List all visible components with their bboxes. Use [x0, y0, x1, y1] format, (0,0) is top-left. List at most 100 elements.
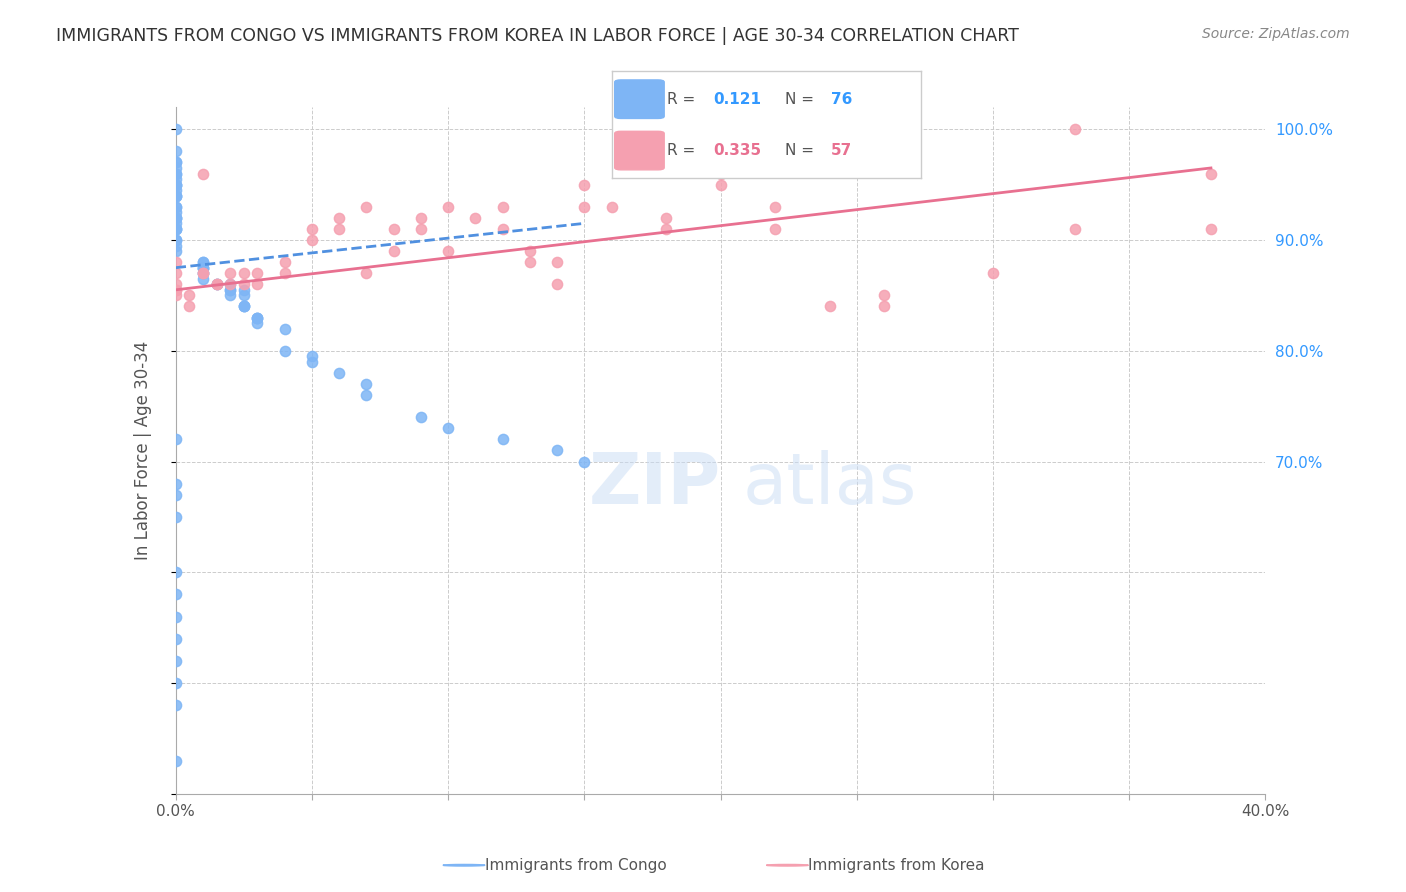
- Point: [232, 300, 254, 314]
- Point: [492, 433, 515, 447]
- Text: IMMIGRANTS FROM CONGO VS IMMIGRANTS FROM KOREA IN LABOR FORCE | AGE 30-34 CORREL: IMMIGRANTS FROM CONGO VS IMMIGRANTS FROM…: [56, 27, 1019, 45]
- Point: [165, 183, 187, 197]
- Point: [165, 566, 187, 580]
- Point: [710, 178, 733, 192]
- Point: [574, 178, 596, 192]
- Point: [219, 277, 242, 292]
- Point: [205, 277, 228, 292]
- Point: [274, 266, 297, 280]
- Point: [165, 222, 187, 236]
- Point: [165, 178, 187, 192]
- Point: [232, 283, 254, 297]
- Point: [219, 277, 242, 292]
- Point: [191, 260, 214, 275]
- Point: [165, 188, 187, 202]
- Point: [274, 255, 297, 269]
- Point: [519, 244, 541, 258]
- Point: [191, 266, 214, 280]
- Point: [356, 200, 378, 214]
- Point: [191, 266, 214, 280]
- Point: [219, 283, 242, 297]
- Point: [191, 167, 214, 181]
- Point: [165, 233, 187, 247]
- Circle shape: [766, 864, 808, 866]
- Text: R =: R =: [668, 92, 700, 107]
- Point: [356, 266, 378, 280]
- Point: [165, 211, 187, 225]
- Point: [165, 178, 187, 192]
- Text: ZIP: ZIP: [588, 450, 721, 519]
- Point: [205, 277, 228, 292]
- Point: [328, 366, 350, 380]
- Text: 0.121: 0.121: [714, 92, 762, 107]
- Text: 76: 76: [831, 92, 852, 107]
- Point: [165, 754, 187, 768]
- Point: [574, 454, 596, 468]
- Point: [981, 266, 1004, 280]
- Point: [1063, 222, 1085, 236]
- Text: 0.335: 0.335: [714, 143, 762, 158]
- Point: [328, 222, 350, 236]
- Point: [492, 200, 515, 214]
- Point: [437, 200, 460, 214]
- Point: [205, 277, 228, 292]
- Point: [246, 310, 269, 325]
- Point: [219, 283, 242, 297]
- Point: [232, 288, 254, 302]
- Point: [763, 200, 786, 214]
- Point: [165, 161, 187, 175]
- Point: [574, 200, 596, 214]
- Point: [232, 266, 254, 280]
- Point: [165, 632, 187, 646]
- Point: [165, 283, 187, 297]
- FancyBboxPatch shape: [614, 131, 664, 169]
- Point: [165, 510, 187, 524]
- Point: [382, 222, 405, 236]
- Point: [165, 155, 187, 169]
- Point: [818, 300, 841, 314]
- Point: [232, 277, 254, 292]
- Point: [165, 609, 187, 624]
- Point: [232, 300, 254, 314]
- Point: [205, 277, 228, 292]
- Point: [246, 310, 269, 325]
- Text: R =: R =: [668, 143, 700, 158]
- Point: [165, 233, 187, 247]
- Point: [165, 211, 187, 225]
- Point: [165, 200, 187, 214]
- Point: [492, 222, 515, 236]
- Text: N =: N =: [785, 143, 818, 158]
- Point: [165, 188, 187, 202]
- Point: [246, 310, 269, 325]
- Point: [301, 355, 323, 369]
- Point: [409, 211, 432, 225]
- Point: [301, 349, 323, 363]
- Point: [165, 283, 187, 297]
- Point: [191, 260, 214, 275]
- Point: [1199, 222, 1222, 236]
- Point: [1199, 167, 1222, 181]
- Point: [165, 654, 187, 668]
- Point: [165, 188, 187, 202]
- Point: [301, 233, 323, 247]
- Point: [191, 255, 214, 269]
- Point: [165, 222, 187, 236]
- Point: [1063, 122, 1085, 136]
- Point: [873, 300, 896, 314]
- Point: [356, 376, 378, 391]
- Point: [165, 698, 187, 713]
- Point: [165, 476, 187, 491]
- Point: [179, 300, 201, 314]
- Point: [710, 167, 733, 181]
- Point: [232, 300, 254, 314]
- Point: [546, 277, 568, 292]
- Point: [165, 433, 187, 447]
- Point: [191, 260, 214, 275]
- Point: [356, 388, 378, 402]
- Point: [519, 255, 541, 269]
- Point: [165, 676, 187, 690]
- Text: Immigrants from Congo: Immigrants from Congo: [485, 858, 666, 872]
- Point: [246, 316, 269, 330]
- Point: [873, 288, 896, 302]
- Point: [165, 122, 187, 136]
